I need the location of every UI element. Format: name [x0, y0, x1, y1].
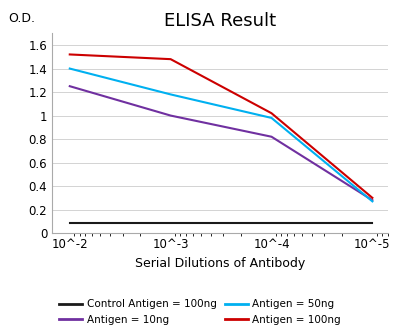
Antigen = 100ng — [67, 53, 72, 57]
Control Antigen = 100ng — [67, 220, 72, 224]
Control Antigen = 100ng — [269, 220, 274, 224]
X-axis label: Serial Dilutions of Antibody: Serial Dilutions of Antibody — [135, 256, 305, 269]
Line: Antigen = 10ng: Antigen = 10ng — [70, 86, 372, 200]
Text: O.D.: O.D. — [8, 12, 35, 25]
Antigen = 50ng — [67, 67, 72, 71]
Control Antigen = 100ng — [370, 220, 375, 224]
Antigen = 100ng — [168, 57, 173, 61]
Antigen = 50ng — [370, 199, 375, 203]
Title: ELISA Result: ELISA Result — [164, 12, 276, 30]
Antigen = 10ng — [370, 198, 375, 202]
Antigen = 50ng — [168, 93, 173, 97]
Antigen = 10ng — [168, 114, 173, 118]
Antigen = 100ng — [370, 196, 375, 200]
Control Antigen = 100ng — [168, 220, 173, 224]
Line: Antigen = 100ng: Antigen = 100ng — [70, 55, 372, 198]
Line: Antigen = 50ng: Antigen = 50ng — [70, 69, 372, 201]
Antigen = 50ng — [269, 116, 274, 120]
Antigen = 100ng — [269, 111, 274, 115]
Antigen = 10ng — [269, 135, 274, 139]
Legend: Control Antigen = 100ng, Antigen = 10ng, Antigen = 50ng, Antigen = 100ng: Control Antigen = 100ng, Antigen = 10ng,… — [56, 296, 344, 328]
Antigen = 10ng — [67, 84, 72, 88]
